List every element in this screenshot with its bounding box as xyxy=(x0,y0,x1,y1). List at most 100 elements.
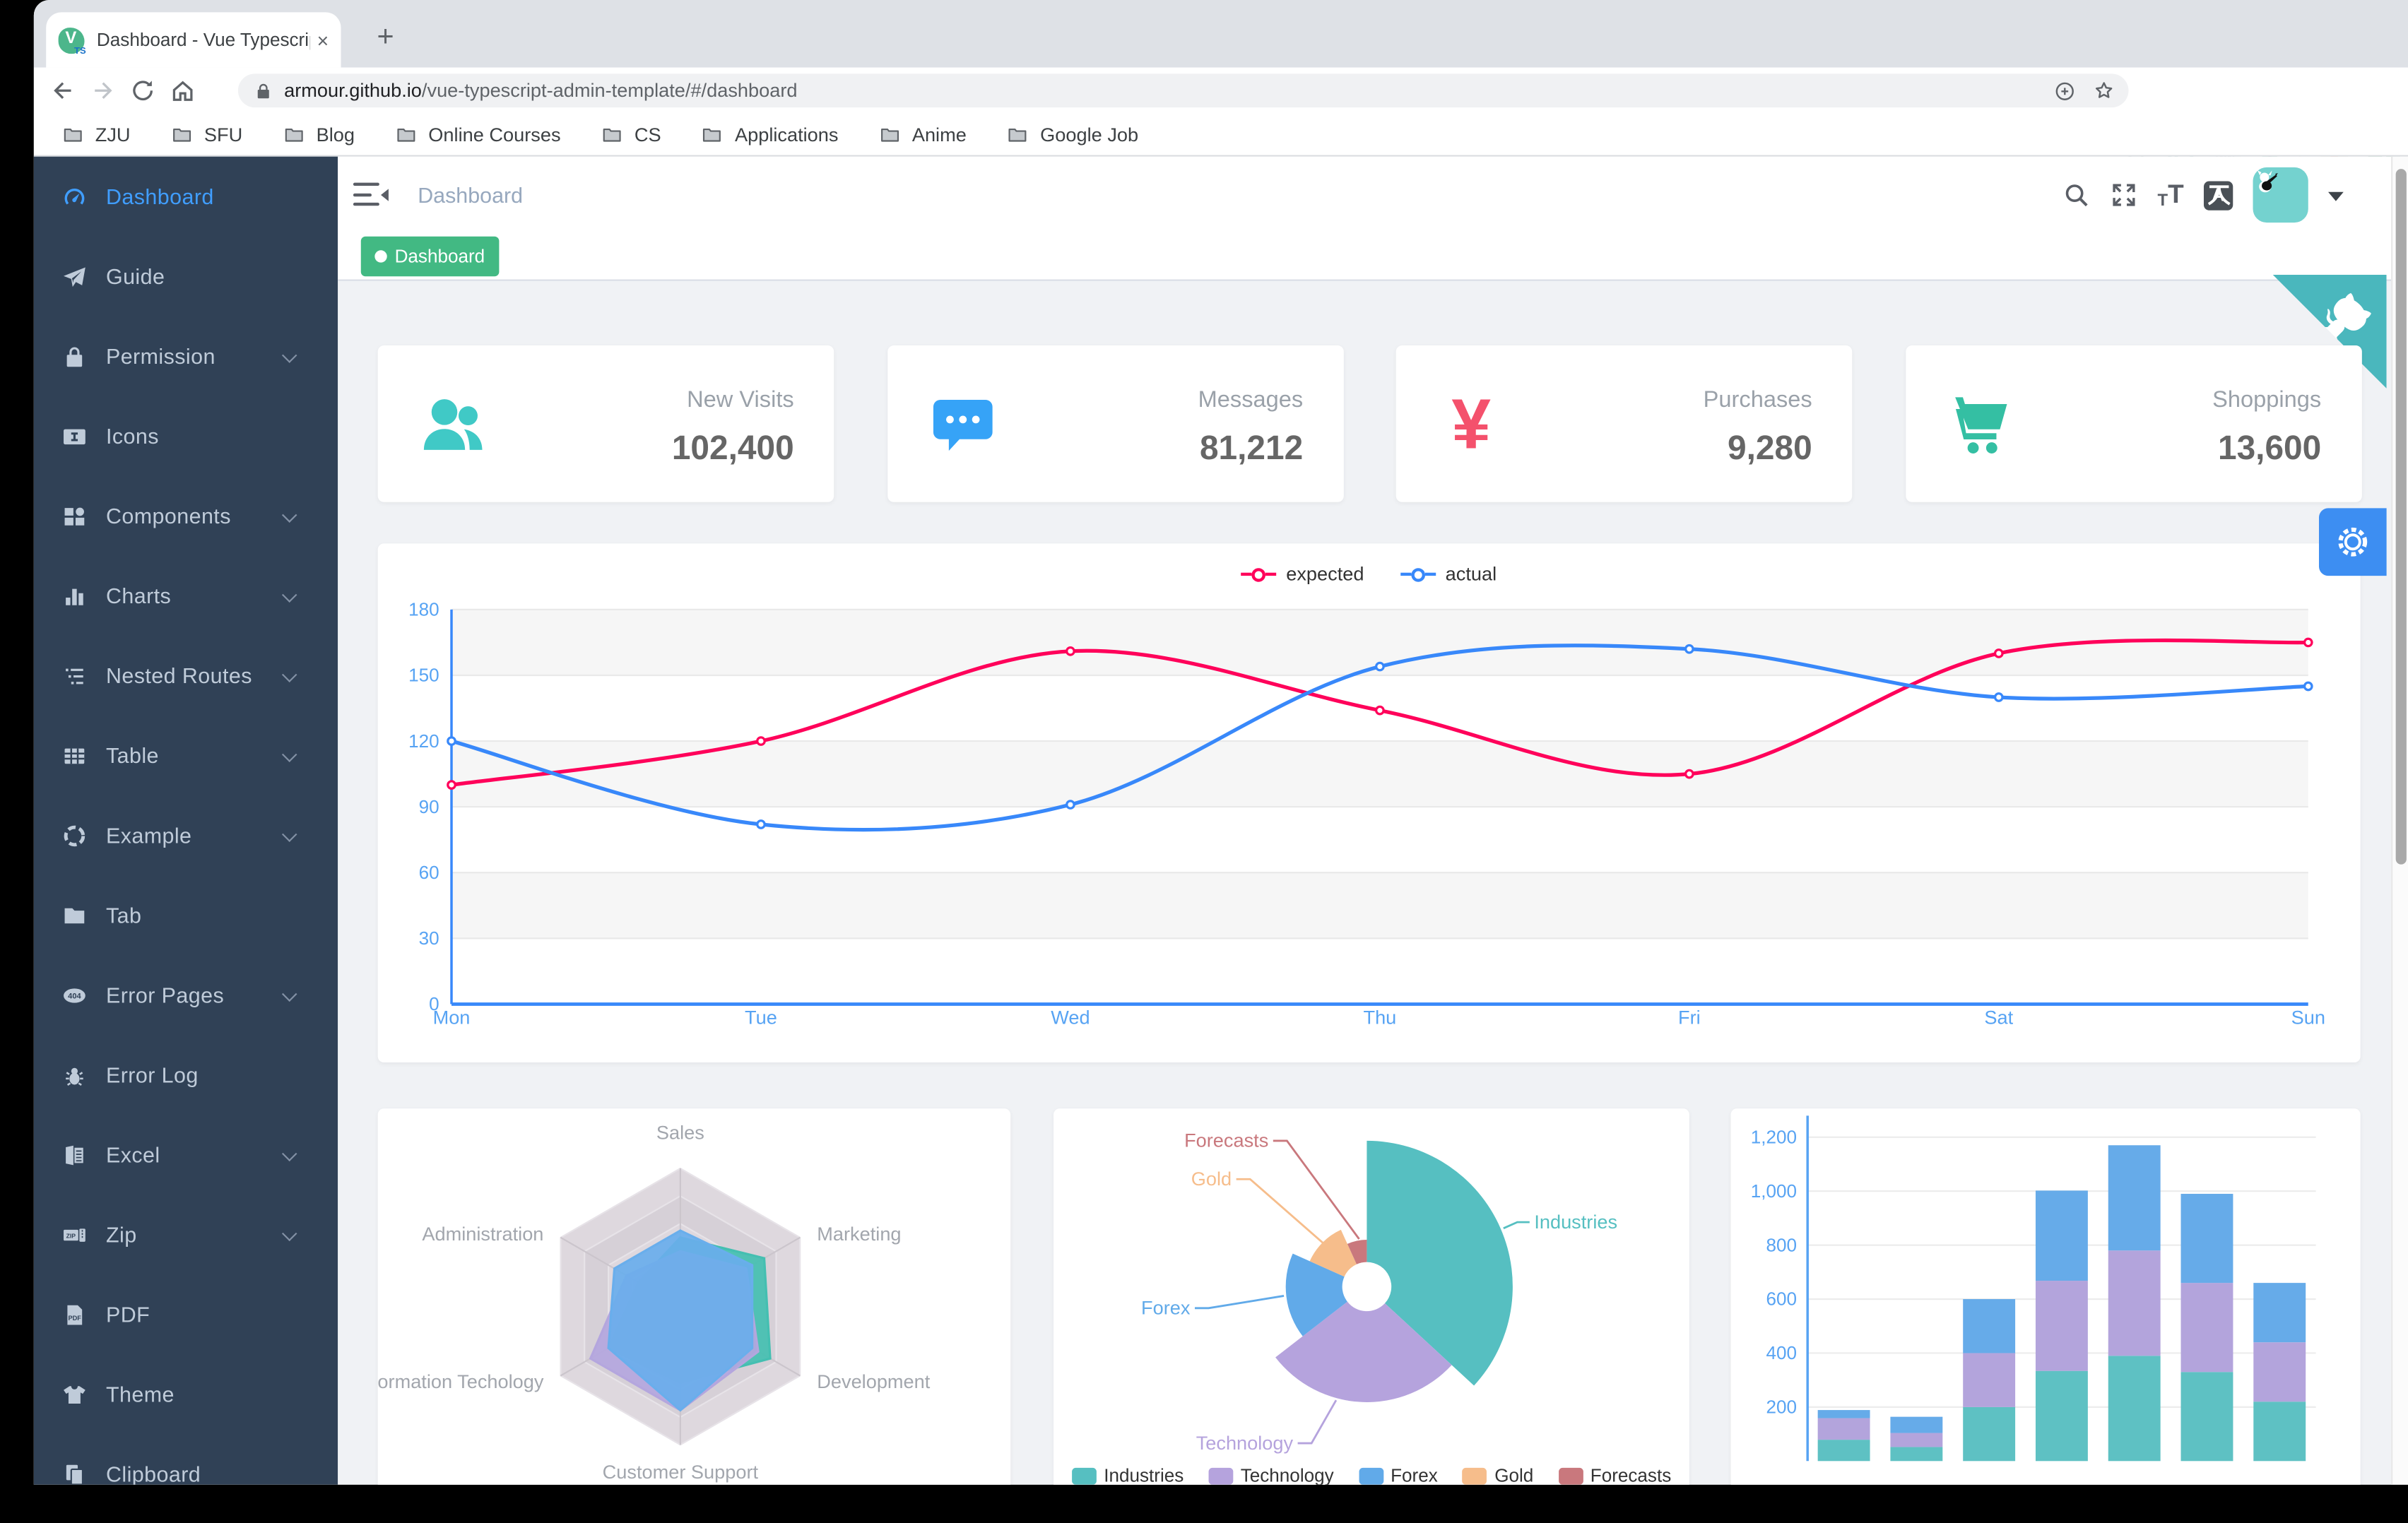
hamburger-icon[interactable] xyxy=(353,179,388,210)
svg-text:Development: Development xyxy=(817,1370,930,1392)
radar-chart-card: Sales Marketing Development Customer Suppor… xyxy=(377,1108,1011,1485)
stat-card-shoppings[interactable]: Shoppings 13,600 xyxy=(1905,345,2361,502)
bookmark-label: Applications xyxy=(734,123,839,146)
new-tab-button[interactable]: + xyxy=(377,21,394,54)
sidebar-item-guide[interactable]: Guide xyxy=(34,237,338,316)
stat-title: Messages xyxy=(1198,386,1304,413)
sidebar-item-tab[interactable]: Tab xyxy=(34,875,338,955)
folder-icon xyxy=(703,127,721,141)
sidebar-item-excel[interactable]: Excel xyxy=(34,1115,338,1195)
svg-text:Forecasts: Forecasts xyxy=(1184,1130,1268,1151)
sidebar-item-zip[interactable]: ZIP Zip xyxy=(34,1195,338,1274)
pie-chart-legend[interactable]: Industries Technology Forex Gold Forecasts xyxy=(1054,1465,1689,1485)
sidebar-item-icons[interactable]: Icons xyxy=(34,396,338,476)
radar-chart: Sales Marketing Development Customer Suppor… xyxy=(378,1122,931,1483)
pie-legend-item-gold[interactable]: Gold xyxy=(1462,1465,1533,1485)
sidebar-item-label: Error Pages xyxy=(105,983,225,1007)
sidebar-item-example[interactable]: Example xyxy=(34,795,338,875)
reload-button[interactable] xyxy=(123,71,163,111)
bookmark-label: Anime xyxy=(911,123,967,146)
bookmark-item[interactable]: ZJU xyxy=(61,124,131,145)
svg-text:60: 60 xyxy=(419,862,439,883)
bookmark-item[interactable]: SFU xyxy=(170,124,242,145)
sidebar-item-pdf[interactable]: PDF PDF xyxy=(34,1274,338,1354)
address-bar[interactable]: armour.github.io/vue-typescript-admin-te… xyxy=(237,73,2129,108)
search-icon[interactable] xyxy=(2062,181,2090,208)
browser-tab[interactable]: VTS Dashboard - Vue Typescript Ad × xyxy=(46,12,341,68)
svg-text:Mon: Mon xyxy=(433,1007,471,1029)
back-button[interactable] xyxy=(43,71,83,111)
browser-window: VTS Dashboard - Vue Typescript Ad × + ar… xyxy=(33,0,2408,1485)
line-chart-legend[interactable]: expected actual xyxy=(378,564,2361,585)
svg-text:Customer Support: Customer Support xyxy=(603,1461,759,1483)
home-button[interactable] xyxy=(163,71,203,111)
pie-legend-item-forecasts[interactable]: Forecasts xyxy=(1558,1465,1671,1485)
bookmark-item[interactable]: CS xyxy=(601,124,661,145)
chevron-down-icon xyxy=(281,667,297,683)
stat-card-messages[interactable]: Messages 81,212 xyxy=(887,345,1343,502)
chevron-down-icon xyxy=(281,1226,297,1242)
bookmark-label: Google Job xyxy=(1040,123,1139,146)
svg-text:400: 400 xyxy=(1766,1342,1797,1363)
bookmark-item[interactable]: Google Job xyxy=(1006,124,1138,145)
forward-button[interactable] xyxy=(83,71,123,111)
sidebar-item-nested-routes[interactable]: Nested Routes xyxy=(34,636,338,716)
sidebar-item-error-log[interactable]: Error Log xyxy=(34,1035,338,1115)
bookmark-item[interactable]: Applications xyxy=(701,124,838,145)
sidebar-item-theme[interactable]: Theme xyxy=(34,1354,338,1434)
chevron-down-icon xyxy=(281,587,297,603)
circle-plus-icon[interactable] xyxy=(2053,79,2077,102)
tags-view-bar: Dashboard xyxy=(338,233,2408,281)
line-chart: 0 30 60 90 120 150 180 Mon Tue Wed Thu Fri Sat Sun xyxy=(408,599,2325,1029)
app-root: Dashboard Guide Permission Icons Components C… xyxy=(33,156,2408,1485)
bar-chart: 200 400 600 800 1,000 1,200 xyxy=(1751,1115,2316,1462)
theme-settings-button[interactable] xyxy=(2318,508,2387,576)
chevron-down-icon xyxy=(281,507,297,523)
user-avatar[interactable] xyxy=(2253,167,2308,223)
bookmark-star-icon[interactable] xyxy=(2091,78,2116,103)
pie-legend-item-industries[interactable]: Industries xyxy=(1071,1465,1184,1485)
svg-text:180: 180 xyxy=(408,599,439,620)
stat-value: 13,600 xyxy=(2217,428,2322,467)
sidebar-item-label: Icons xyxy=(105,423,159,449)
folder-icon xyxy=(285,127,303,141)
legend-item-expected[interactable]: expected xyxy=(1241,564,1364,585)
bookmark-item[interactable]: Blog xyxy=(283,124,355,145)
tag-dashboard[interactable]: Dashboard xyxy=(360,236,499,277)
legend-item-actual[interactable]: actual xyxy=(1400,564,1497,585)
bookmark-item[interactable]: Online Courses xyxy=(394,123,561,146)
chevron-down-icon[interactable] xyxy=(2328,191,2344,208)
tab-close-icon[interactable]: × xyxy=(317,28,329,52)
chevron-down-icon xyxy=(281,747,297,763)
svg-text:Gold: Gold xyxy=(1191,1168,1232,1190)
sidebar-item-label: Table xyxy=(105,742,159,768)
sidebar-item-permission[interactable]: Permission xyxy=(34,316,338,396)
stat-card-new-visits[interactable]: New Visits 102,400 xyxy=(377,345,834,502)
svg-text:800: 800 xyxy=(1766,1234,1797,1255)
sidebar-item-table[interactable]: Table xyxy=(34,716,338,795)
bookmark-label: ZJU xyxy=(95,123,131,146)
scrollbar-thumb[interactable] xyxy=(2395,169,2406,865)
pie-legend-item-technology[interactable]: Technology xyxy=(1208,1465,1334,1485)
bookmark-item[interactable]: Anime xyxy=(878,124,967,145)
svg-text:Sales: Sales xyxy=(656,1122,704,1144)
bookmarks-bar: ZJU SFU Blog Online Courses CS Applications An… xyxy=(33,113,2408,157)
sidebar-item-clipboard[interactable]: Clipboard xyxy=(34,1434,338,1485)
svg-text:120: 120 xyxy=(408,730,439,752)
sidebar-item-dashboard[interactable]: Dashboard xyxy=(34,157,338,237)
lock-icon xyxy=(61,343,88,369)
sidebar-item-charts[interactable]: Charts xyxy=(34,556,338,636)
svg-text:Fri: Fri xyxy=(1678,1007,1701,1029)
breadcrumb: Dashboard xyxy=(418,182,524,208)
pie-legend-item-forex[interactable]: Forex xyxy=(1358,1465,1438,1485)
sidebar-item-components[interactable]: Components xyxy=(34,476,338,556)
nested-routes-icon xyxy=(61,663,88,689)
svg-text:1,000: 1,000 xyxy=(1751,1180,1797,1202)
fullscreen-icon[interactable] xyxy=(2110,181,2137,208)
sidebar-item-error-pages[interactable]: 404 Error Pages xyxy=(34,955,338,1035)
translate-icon[interactable]: A xyxy=(2203,180,2233,210)
bookmark-label: Online Courses xyxy=(428,123,561,146)
stat-card-purchases[interactable]: ¥ Purchases 9,280 xyxy=(1395,345,1853,502)
page-scrollbar[interactable] xyxy=(2391,156,2408,1485)
